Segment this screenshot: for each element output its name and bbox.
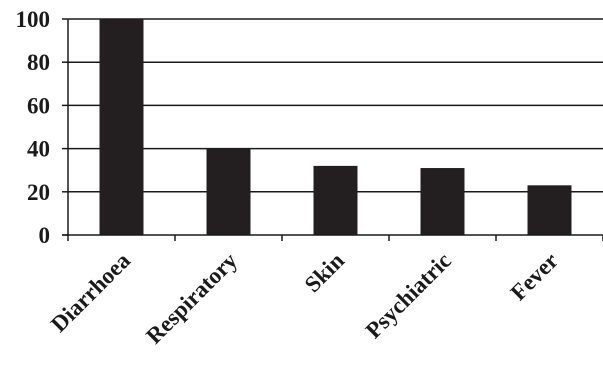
bars: [99, 19, 572, 235]
y-tick-label: 0: [39, 223, 51, 248]
bar-skin: [313, 165, 358, 235]
y-axis-tick-labels: 0 20 40 60 80 100: [16, 7, 51, 248]
x-category-label: Psychiatric: [361, 248, 456, 343]
x-category-label: Fever: [506, 248, 563, 305]
y-tick-label: 80: [27, 50, 50, 75]
bar-psychiatric: [420, 168, 465, 235]
x-category-label: Respiratory: [141, 248, 242, 349]
bar-diarrhoea: [99, 19, 144, 235]
axes: [62, 18, 603, 241]
bar-fever: [527, 185, 572, 235]
y-tick-label: 40: [27, 137, 50, 162]
x-category-label: Diarrhoea: [46, 248, 135, 337]
x-axis-category-labels: Diarrhoea Respiratory Skin Psychiatric Fever: [46, 248, 563, 349]
bar-respiratory: [206, 148, 251, 235]
y-tick-label: 60: [27, 93, 50, 118]
gridlines: [68, 18, 603, 193]
y-tick-label: 20: [27, 180, 50, 205]
y-tick-label: 100: [16, 7, 51, 32]
x-category-label: Skin: [300, 248, 349, 297]
